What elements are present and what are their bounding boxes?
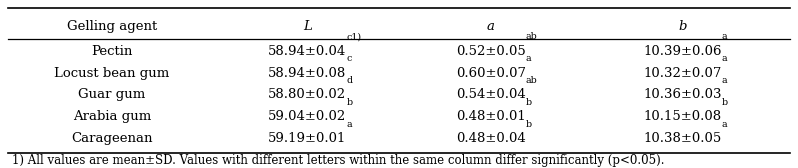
Text: b: b: [721, 98, 728, 107]
Text: 58.94±0.04: 58.94±0.04: [268, 45, 346, 58]
Text: 59.19±0.01: 59.19±0.01: [268, 132, 346, 145]
Text: 10.38±0.05: 10.38±0.05: [643, 132, 721, 145]
Text: Arabia gum: Arabia gum: [73, 110, 151, 123]
Text: 10.15±0.08: 10.15±0.08: [643, 110, 721, 123]
Text: L: L: [303, 19, 311, 33]
Text: a: a: [721, 32, 727, 41]
Text: 10.36±0.03: 10.36±0.03: [643, 88, 721, 101]
Text: a: a: [721, 120, 727, 129]
Text: 0.54±0.04: 0.54±0.04: [456, 88, 526, 101]
Text: ab: ab: [526, 76, 537, 85]
Text: 0.60±0.07: 0.60±0.07: [456, 67, 526, 80]
Text: 10.39±0.06: 10.39±0.06: [643, 45, 721, 58]
Text: 59.04±0.02: 59.04±0.02: [268, 110, 346, 123]
Text: Pectin: Pectin: [91, 45, 132, 58]
Text: 0.48±0.04: 0.48±0.04: [456, 132, 526, 145]
Text: Locust bean gum: Locust bean gum: [54, 67, 169, 80]
Text: 10.32±0.07: 10.32±0.07: [643, 67, 721, 80]
Text: c1): c1): [346, 32, 361, 41]
Text: 0.52±0.05: 0.52±0.05: [456, 45, 526, 58]
Text: 1) All values are mean±SD. Values with different letters within the same column : 1) All values are mean±SD. Values with d…: [12, 154, 665, 167]
Text: d: d: [346, 76, 353, 85]
Text: a: a: [721, 76, 727, 85]
Text: a: a: [487, 19, 495, 33]
Text: Carageenan: Carageenan: [71, 132, 152, 145]
Text: 58.80±0.02: 58.80±0.02: [268, 88, 346, 101]
Text: b: b: [346, 98, 353, 107]
Text: 58.94±0.08: 58.94±0.08: [268, 67, 346, 80]
Text: ab: ab: [526, 32, 537, 41]
Text: b: b: [526, 98, 531, 107]
Text: a: a: [346, 120, 352, 129]
Text: a: a: [721, 54, 727, 63]
Text: Guar gum: Guar gum: [78, 88, 145, 101]
Text: c: c: [346, 54, 352, 63]
Text: Gelling agent: Gelling agent: [66, 19, 157, 33]
Text: b: b: [678, 19, 686, 33]
Text: 0.48±0.01: 0.48±0.01: [456, 110, 526, 123]
Text: b: b: [526, 120, 531, 129]
Text: a: a: [526, 54, 531, 63]
